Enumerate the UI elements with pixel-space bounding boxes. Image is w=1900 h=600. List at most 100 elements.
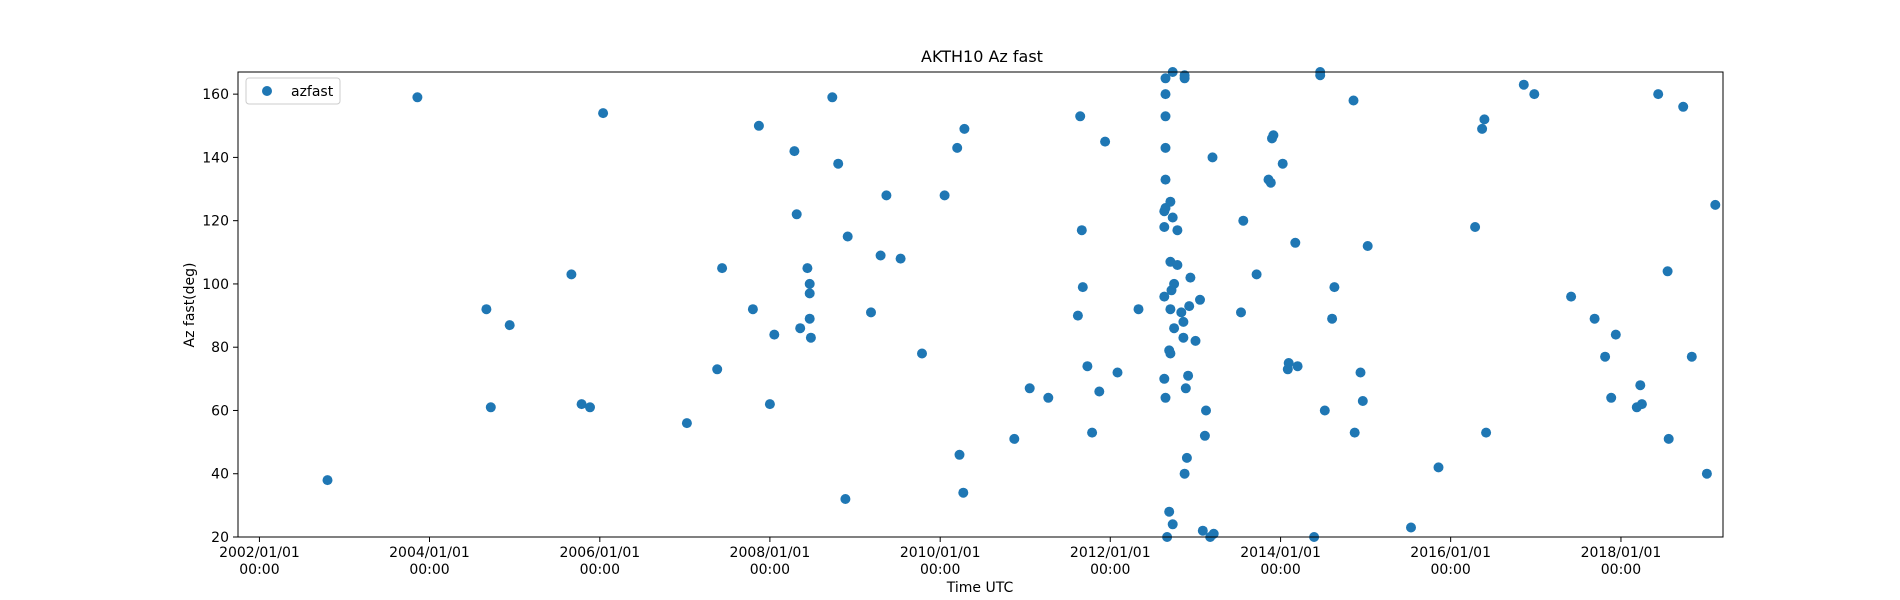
data-point	[598, 108, 609, 119]
data-point	[1481, 427, 1492, 438]
data-point	[1009, 433, 1020, 444]
data-point	[504, 320, 515, 331]
data-point	[1179, 468, 1190, 479]
data-point	[1190, 335, 1201, 346]
y-tick-label: 120	[202, 214, 229, 230]
data-point	[1518, 79, 1529, 90]
data-point	[895, 253, 906, 264]
data-point	[1329, 282, 1340, 293]
data-point	[1159, 291, 1170, 302]
y-tick-label: 20	[211, 530, 229, 546]
data-point	[1566, 291, 1577, 302]
data-point	[1165, 304, 1176, 315]
data-point	[1265, 177, 1276, 188]
data-point	[1589, 313, 1600, 324]
data-point	[1710, 199, 1721, 210]
x-tick-label: 00:00	[920, 562, 960, 578]
x-tick-label: 00:00	[409, 562, 449, 578]
data-point	[481, 304, 492, 315]
data-point	[1406, 522, 1416, 533]
legend-box	[245, 77, 341, 105]
data-point	[917, 348, 927, 359]
data-point	[866, 307, 876, 318]
data-point	[1176, 307, 1187, 318]
data-point	[1355, 367, 1366, 378]
plot-frame	[237, 71, 1724, 538]
data-point	[1082, 361, 1093, 372]
data-point	[712, 364, 723, 375]
data-point	[1160, 73, 1171, 84]
data-point	[1238, 215, 1249, 226]
data-point	[1636, 399, 1647, 410]
data-point	[1160, 392, 1171, 403]
data-point	[1236, 307, 1246, 318]
data-point	[1159, 222, 1170, 232]
data-point	[1362, 241, 1373, 251]
x-tick-label: 2008/01/01	[730, 545, 811, 561]
data-point	[1172, 225, 1183, 236]
data-point	[1178, 316, 1189, 327]
legend-label: azfast	[291, 84, 334, 100]
y-axis: 20 40 60 80 100 120 140 160	[202, 87, 238, 546]
data-point	[1197, 525, 1208, 536]
data-point	[1207, 152, 1218, 163]
data-point	[1077, 282, 1088, 293]
data-point	[1167, 212, 1178, 223]
plot-background	[238, 72, 1723, 537]
x-tick-label: 2004/01/01	[389, 545, 470, 561]
data-point	[1357, 396, 1368, 406]
data-point	[833, 158, 844, 169]
x-tick-label: 2002/01/01	[219, 545, 300, 561]
data-point	[1165, 348, 1176, 359]
legend: azfast	[245, 77, 341, 105]
x-tick-label: 2012/01/01	[1070, 545, 1151, 561]
data-point	[1663, 433, 1674, 444]
data-point	[1179, 70, 1190, 81]
data-point	[1701, 468, 1712, 479]
data-point	[1662, 266, 1673, 277]
data-point	[1160, 174, 1171, 185]
data-point	[1686, 351, 1697, 362]
data-point	[795, 323, 806, 334]
data-point	[1183, 370, 1194, 381]
data-point	[1199, 430, 1210, 441]
data-point	[1479, 114, 1490, 125]
y-tick-label: 100	[202, 277, 229, 293]
x-axis: 2002/01/0100:002004/01/0100:002006/01/01…	[219, 537, 1661, 578]
data-point	[1076, 225, 1087, 236]
data-point	[791, 209, 802, 220]
data-point	[1178, 332, 1189, 343]
y-tick-label: 60	[211, 403, 229, 419]
data-point	[1165, 196, 1176, 207]
y-tick-label: 80	[211, 340, 229, 356]
data-point	[1072, 310, 1083, 321]
data-point	[805, 332, 816, 343]
data-point	[1349, 427, 1360, 438]
data-point	[1610, 329, 1621, 340]
data-point	[789, 146, 800, 157]
data-point	[1184, 301, 1195, 312]
data-point	[842, 231, 853, 242]
data-point	[1024, 383, 1035, 394]
x-tick-label: 2010/01/01	[900, 545, 981, 561]
data-point	[753, 120, 764, 131]
data-point	[1277, 158, 1288, 169]
data-point	[1678, 101, 1689, 112]
data-point	[1075, 111, 1086, 122]
y-tick-label: 160	[202, 87, 229, 103]
data-point	[840, 494, 851, 504]
data-point	[1185, 272, 1196, 283]
data-point	[1433, 462, 1444, 473]
x-tick-label: 2014/01/01	[1240, 545, 1321, 561]
x-tick-label: 00:00	[580, 562, 620, 578]
x-tick-label: 2016/01/01	[1410, 545, 1491, 561]
data-point	[1292, 361, 1303, 372]
data-point	[1268, 130, 1279, 141]
x-tick-label: 00:00	[750, 562, 790, 578]
data-point	[1043, 392, 1054, 403]
data-point	[322, 475, 333, 486]
data-point	[1159, 373, 1170, 384]
data-point	[1180, 383, 1191, 394]
data-point	[1160, 89, 1171, 100]
